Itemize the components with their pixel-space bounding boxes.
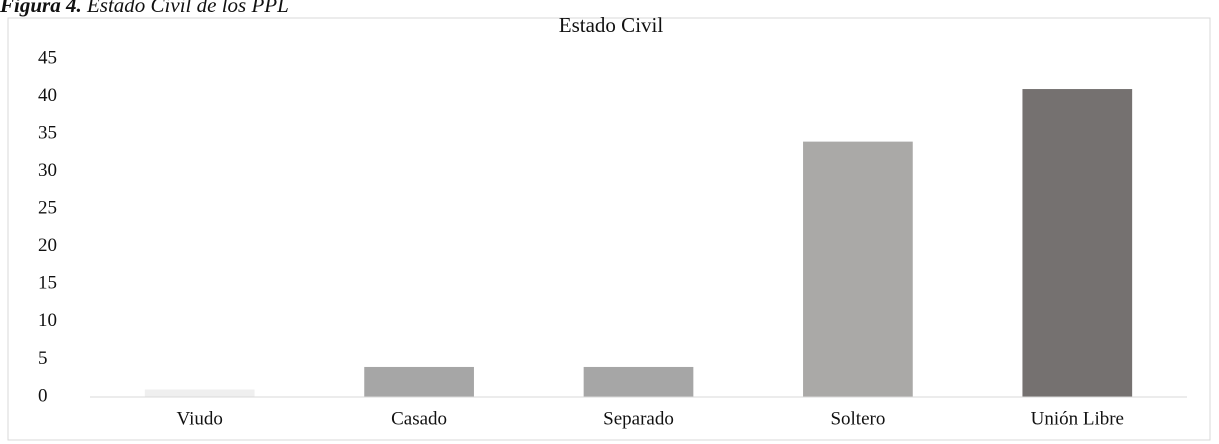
caption-text: Estado Civil de los PPL bbox=[86, 0, 289, 17]
y-tick-label: 25 bbox=[38, 198, 57, 219]
bar bbox=[583, 366, 694, 397]
y-tick-label: 45 bbox=[38, 47, 57, 68]
caption-label: Figura 4. bbox=[0, 0, 82, 17]
caption: Figura 4. Estado Civil de los PPL bbox=[0, 0, 289, 17]
bar bbox=[364, 366, 474, 397]
x-tick-label: Separado bbox=[603, 408, 674, 429]
chart-title: Estado Civil bbox=[559, 13, 664, 37]
y-tick-label: 40 bbox=[38, 85, 57, 106]
x-tick-label: Viudo bbox=[177, 408, 223, 429]
y-tick-label: 15 bbox=[38, 273, 57, 294]
x-tick-label: Unión Libre bbox=[1031, 408, 1124, 429]
y-tick-label: 10 bbox=[38, 310, 57, 331]
y-tick-label: 35 bbox=[38, 122, 57, 143]
bar bbox=[144, 389, 255, 397]
bar bbox=[803, 141, 913, 397]
y-tick-label: 30 bbox=[38, 160, 57, 181]
x-tick-label: Soltero bbox=[830, 408, 885, 429]
bar bbox=[1022, 89, 1133, 398]
y-tick-label: 0 bbox=[38, 385, 48, 406]
x-tick-label: Casado bbox=[391, 408, 447, 429]
y-tick-label: 20 bbox=[38, 235, 57, 256]
y-tick-label: 5 bbox=[38, 348, 48, 369]
